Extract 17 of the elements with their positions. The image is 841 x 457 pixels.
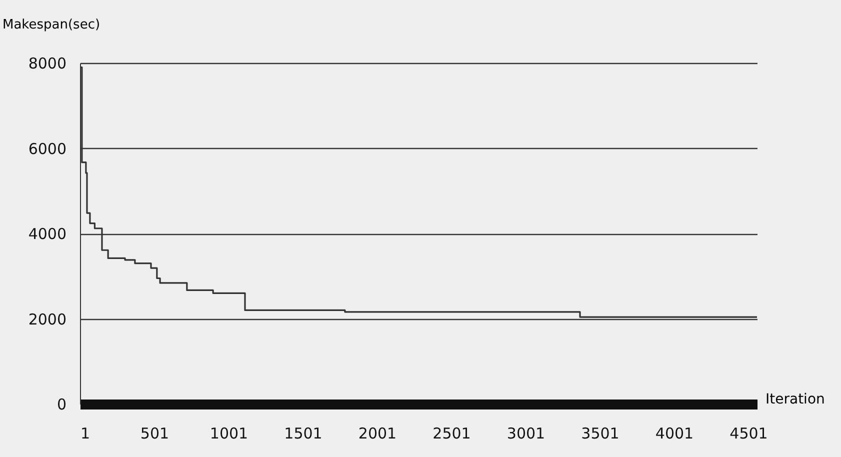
y-tick-label: 2000 bbox=[28, 310, 66, 328]
x-tick-label: 4001 bbox=[655, 424, 694, 442]
x-tick-label: 3501 bbox=[581, 424, 620, 442]
x-axis-title: Iteration bbox=[766, 392, 825, 408]
y-tick-label: 0 bbox=[56, 396, 66, 414]
x-tick-label: 2501 bbox=[432, 424, 471, 442]
y-axis-title: Makespan(sec) bbox=[2, 18, 100, 32]
y-tick-label: 4000 bbox=[28, 225, 66, 243]
y-tick-label: 8000 bbox=[28, 54, 66, 72]
x-tick-label: 1501 bbox=[284, 424, 322, 442]
x-tick-label: 1 bbox=[80, 424, 90, 442]
x-tick-label: 2001 bbox=[358, 424, 397, 442]
x-tick-label: 4501 bbox=[730, 424, 768, 442]
x-tick-label: 501 bbox=[140, 424, 170, 442]
y-tick-label: 6000 bbox=[28, 140, 66, 158]
x-tick-label: 1001 bbox=[210, 424, 248, 442]
x-tick-label: 3001 bbox=[506, 424, 546, 442]
